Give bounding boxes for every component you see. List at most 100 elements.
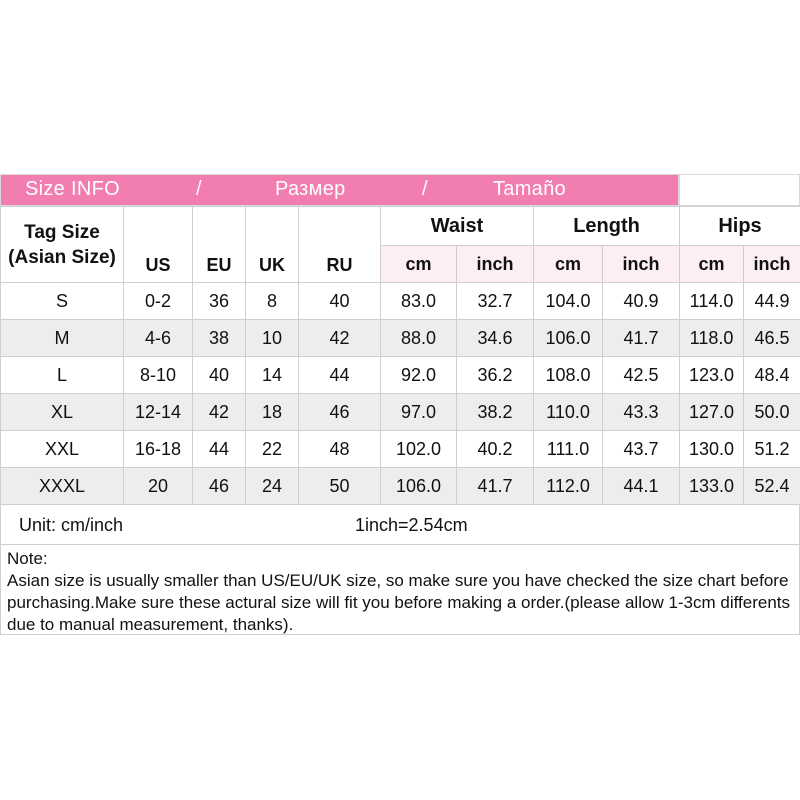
hips-inch-header: inch [743,245,800,283]
waist-cm-header: cm [380,245,457,283]
table-row: XL 12-14 42 18 46 97.0 38.2 110.0 43.3 127.0 50.0 [0,393,800,431]
hips-cm-cell: 133.0 [679,467,745,505]
uk-size-cell: 8 [245,282,299,320]
waist-cm-cell: 88.0 [380,319,457,357]
tag-size-cell: XXL [0,430,124,468]
note-body: Asian size is usually smaller than US/EU… [7,571,791,634]
length-header: Length [533,206,681,246]
hips-header: Hips [679,206,800,246]
waist-inch-cell: 36.2 [455,356,535,394]
banner-title-size-info: Size INFO [25,178,120,200]
length-cm-cell: 104.0 [533,282,604,320]
uk-size-cell: 22 [245,430,299,468]
banner-blank-cell [679,174,800,206]
banner-separator: / [196,178,202,200]
tag-size-header-line2: (Asian Size) [8,246,116,268]
waist-inch-cell: 32.7 [455,282,535,320]
length-cm-header: cm [533,245,604,283]
uk-header: UK [245,206,299,283]
length-cm-cell: 108.0 [533,356,604,394]
size-info-banner: Size INFO / Размер / Tamaño [0,174,800,206]
waist-cm-cell: 106.0 [380,467,457,505]
waist-inch-cell: 38.2 [455,393,535,431]
length-inch-cell: 43.7 [602,430,681,468]
banner-title-tamano: Tamaño [493,178,566,200]
us-size-cell: 12-14 [123,393,193,431]
tag-size-cell: L [0,356,124,394]
us-size-cell: 20 [123,467,193,505]
us-size-cell: 4-6 [123,319,193,357]
waist-cm-cell: 102.0 [380,430,457,468]
us-header: US [123,206,193,283]
note-title: Note: [7,549,48,568]
size-chart: Size INFO / Размер / Tamaño Tag Size (As… [0,174,800,635]
waist-cm-cell: 83.0 [380,282,457,320]
banner-background [0,174,679,206]
waist-header: Waist [379,206,535,246]
eu-size-cell: 36 [192,282,246,320]
hips-cm-cell: 118.0 [679,319,745,357]
tag-size-cell: S [0,282,124,320]
ru-size-cell: 42 [298,319,381,357]
tag-size-cell: XXXL [0,467,124,505]
us-size-cell: 8-10 [123,356,193,394]
hips-cm-cell: 130.0 [679,430,745,468]
table-row: XXXL 20 46 24 50 106.0 41.7 112.0 44.1 133.0 52.4 [0,467,800,505]
uk-size-cell: 24 [245,467,299,505]
hips-cm-cell: 114.0 [679,282,745,320]
length-inch-cell: 44.1 [602,467,681,505]
us-size-cell: 0-2 [123,282,193,320]
eu-header: EU [192,206,246,283]
length-cm-cell: 111.0 [533,430,604,468]
hips-cm-cell: 127.0 [679,393,745,431]
hips-cm-cell: 123.0 [679,356,745,394]
length-cm-cell: 112.0 [533,467,604,505]
banner-separator: / [422,178,428,200]
length-inch-cell: 43.3 [602,393,681,431]
length-inch-cell: 40.9 [602,282,681,320]
size-rows: S 0-2 36 8 40 83.0 32.7 104.0 40.9 114.0 44.9 M 4-6 3… [0,282,800,505]
ru-size-cell: 50 [298,467,381,505]
unit-label: Unit: cm/inch [19,515,124,535]
tag-size-cell: XL [0,393,124,431]
waist-cm-cell: 97.0 [380,393,457,431]
ru-header: RU [298,206,381,283]
tag-size-header: Tag Size (Asian Size) [0,206,124,283]
length-cm-cell: 106.0 [533,319,604,357]
waist-inch-cell: 34.6 [455,319,535,357]
size-table: Tag Size (Asian Size) US EU UK RU Waist … [0,206,800,505]
hips-inch-cell: 44.9 [743,282,800,320]
table-row: M 4-6 38 10 42 88.0 34.6 106.0 41.7 118.0 46.5 [0,319,800,357]
table-row: XXL 16-18 44 22 48 102.0 40.2 111.0 43.7 130.0 51.… [0,430,800,468]
eu-size-cell: 38 [192,319,246,357]
note-box: Note: Asian size is usually smaller than… [0,545,800,635]
inch-conversion: 1inch=2.54cm [355,515,468,535]
waist-inch-header: inch [455,245,535,283]
length-inch-cell: 42.5 [602,356,681,394]
hips-inch-cell: 51.2 [743,430,800,468]
length-cm-cell: 110.0 [533,393,604,431]
uk-size-cell: 10 [245,319,299,357]
eu-size-cell: 42 [192,393,246,431]
uk-size-cell: 18 [245,393,299,431]
us-size-cell: 16-18 [123,430,193,468]
ru-size-cell: 40 [298,282,381,320]
length-inch-cell: 41.7 [602,319,681,357]
ru-size-cell: 46 [298,393,381,431]
hips-inch-cell: 50.0 [743,393,800,431]
table-row: L 8-10 40 14 44 92.0 36.2 108.0 42.5 123.0 48.4 [0,356,800,394]
waist-inch-cell: 40.2 [455,430,535,468]
unit-row: Unit: cm/inch 1inch=2.54cm [0,505,800,545]
hips-inch-cell: 48.4 [743,356,800,394]
banner-title-razmer: Размер [275,178,346,200]
ru-size-cell: 48 [298,430,381,468]
tag-size-header-line1: Tag Size [24,221,100,243]
length-inch-header: inch [602,245,681,283]
waist-cm-cell: 92.0 [380,356,457,394]
tag-size-cell: M [0,319,124,357]
eu-size-cell: 40 [192,356,246,394]
waist-inch-cell: 41.7 [455,467,535,505]
uk-size-cell: 14 [245,356,299,394]
eu-size-cell: 46 [192,467,246,505]
eu-size-cell: 44 [192,430,246,468]
